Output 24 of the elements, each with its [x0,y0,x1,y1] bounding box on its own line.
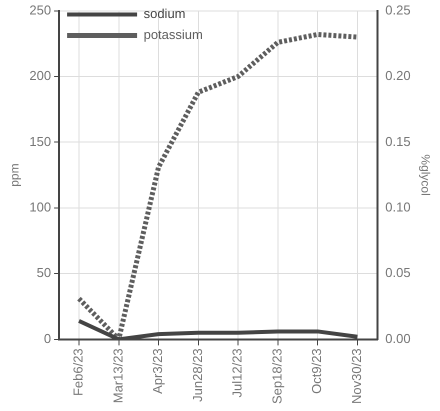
x-tick-label: Mar13/23 [110,348,126,404]
y-axis-title: ppm [8,163,22,187]
y2-axis-title: %glycol [418,154,432,196]
x-tick-label: Apr3/23 [150,348,166,394]
x-tick-label: Jul12/23 [230,348,245,398]
y2-tick-label: 0.10 [385,200,411,214]
y-tick-label: 200 [29,68,52,84]
y2-tick-label: 0.20 [385,68,411,84]
x-tick-label: Oct9/23 [309,348,324,394]
x-tick-label: Nov30/23 [348,348,364,404]
y2-tick-label: 0.05 [385,265,411,280]
y-tick-label: 50 [36,265,52,280]
y2-tick-label: 0.00 [385,330,411,346]
y2-tick-label: 0.25 [385,2,411,18]
y2-tick-label: 0.15 [385,134,411,149]
y-tick-label: 0 [44,330,52,346]
text: potassium [144,27,203,42]
x-tick-label: Sep18/23 [269,348,284,404]
y-tick-label: 150 [29,134,52,149]
y-tick-label: 250 [29,2,52,18]
y-tick-label: 100 [29,200,52,214]
x-tick-label: Jun28/23 [190,348,205,402]
text: sodium [144,6,186,22]
x-tick-label: Feb6/23 [70,348,86,396]
